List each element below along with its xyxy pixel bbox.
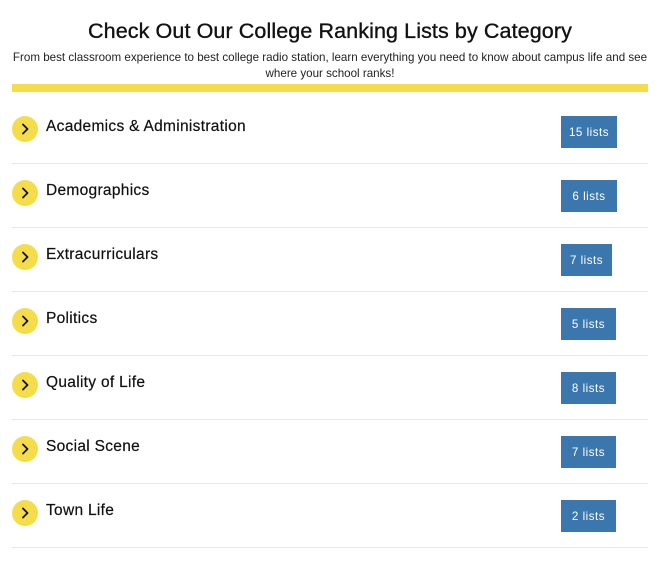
category-label[interactable]: Politics <box>46 310 98 327</box>
chevron-right-icon[interactable] <box>12 180 38 206</box>
category-label[interactable]: Quality of Life <box>46 374 146 391</box>
list-count-badge[interactable]: 8 lists <box>561 372 616 404</box>
list-count-badge[interactable]: 7 lists <box>561 244 612 276</box>
accent-divider <box>12 84 648 92</box>
category-row-academics-administration[interactable]: Academics & Administration 15 lists <box>12 100 648 164</box>
category-row-quality-of-life[interactable]: Quality of Life 8 lists <box>12 356 648 420</box>
category-row-politics[interactable]: Politics 5 lists <box>12 292 648 356</box>
chevron-right-icon[interactable] <box>12 116 38 142</box>
category-label[interactable]: Demographics <box>46 182 150 199</box>
category-row-demographics[interactable]: Demographics 6 lists <box>12 164 648 228</box>
list-count-badge[interactable]: 7 lists <box>561 436 616 468</box>
category-label[interactable]: Town Life <box>46 502 115 519</box>
category-row-social-scene[interactable]: Social Scene 7 lists <box>12 420 648 484</box>
category-row-town-life[interactable]: Town Life 2 lists <box>12 484 648 548</box>
page-subtitle: From best classroom experience to best c… <box>12 51 648 80</box>
category-label[interactable]: Social Scene <box>46 438 141 455</box>
chevron-right-icon[interactable] <box>12 436 38 462</box>
chevron-right-icon[interactable] <box>12 372 38 398</box>
chevron-right-icon[interactable] <box>12 308 38 334</box>
list-count-badge[interactable]: 6 lists <box>561 180 617 212</box>
page-header: Check Out Our College Ranking Lists by C… <box>0 0 660 82</box>
chevron-right-icon[interactable] <box>12 500 38 526</box>
category-row-extracurriculars[interactable]: Extracurriculars 7 lists <box>12 228 648 292</box>
category-label[interactable]: Academics & Administration <box>46 118 246 135</box>
list-count-badge[interactable]: 15 lists <box>561 116 617 148</box>
category-label[interactable]: Extracurriculars <box>46 246 159 263</box>
list-count-badge[interactable]: 2 lists <box>561 500 616 532</box>
page-title: Check Out Our College Ranking Lists by C… <box>88 19 572 43</box>
list-count-badge[interactable]: 5 lists <box>561 308 616 340</box>
chevron-right-icon[interactable] <box>12 244 38 270</box>
category-list: Academics & Administration 15 lists Demo… <box>12 100 648 548</box>
